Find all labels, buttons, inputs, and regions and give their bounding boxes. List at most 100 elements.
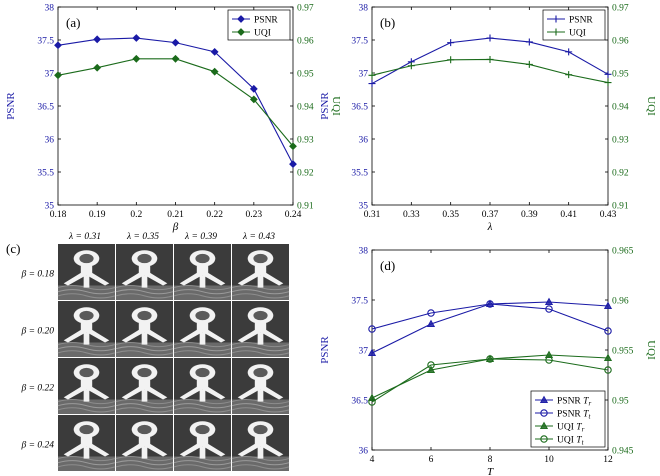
x-axis-label: β <box>172 221 179 233</box>
y-tick-label-left: 35.5 <box>37 169 54 179</box>
grid-column-label: λ = 0.43 <box>242 232 275 242</box>
legend: PSNR UQI <box>227 9 291 41</box>
data-point <box>407 62 415 70</box>
y-tick-label-left: 35.5 <box>351 169 368 179</box>
ct-slice-graphic <box>115 300 174 358</box>
data-point <box>486 355 494 363</box>
ct-slice-graphic <box>115 243 174 301</box>
data-point <box>368 325 376 333</box>
data-point <box>249 84 258 93</box>
grid-column-label: λ = 0.35 <box>126 232 159 242</box>
legend-entry: UQI <box>254 29 271 39</box>
data-point <box>545 356 553 364</box>
y-tick-label-right: 0.97 <box>612 4 629 14</box>
image-grid-panel: (c) λ = 0.31 λ = 0.35 λ = 0.39 λ = 0.43 β = 0… <box>6 232 290 472</box>
y-tick-label-right: 0.93 <box>612 136 629 146</box>
x-tick-label: 0.41 <box>560 210 577 220</box>
data-point <box>210 47 219 56</box>
data-point <box>93 35 102 44</box>
y-tick-label-left: 36.5 <box>351 103 368 113</box>
data-point <box>603 353 613 361</box>
y-tick-label-right: 0.95 <box>612 70 629 80</box>
data-point <box>544 297 554 305</box>
panel-label: (d) <box>380 258 395 273</box>
ct-slice-image <box>57 300 116 358</box>
y-tick-label-left: 37 <box>359 70 369 80</box>
y-tick-label-left: 37 <box>359 347 369 357</box>
y-axis-label-left: PSNR <box>5 92 17 120</box>
ct-slice-image <box>57 243 116 301</box>
grid-column-label: λ = 0.39 <box>184 232 217 242</box>
x-tick-label: 0.21 <box>167 210 184 220</box>
ct-slice-image <box>115 300 174 358</box>
data-point <box>289 142 297 151</box>
ct-slice-graphic <box>231 300 290 358</box>
y-tick-label-left: 37 <box>45 70 55 80</box>
x-tick-label: 0.22 <box>206 210 223 220</box>
data-point <box>368 80 376 88</box>
data-point <box>132 54 141 63</box>
x-axis-label: λ <box>487 221 493 233</box>
x-tick-label: 0.19 <box>89 210 106 220</box>
panel-label: (a) <box>66 15 80 30</box>
y-tick-label-left: 37.5 <box>351 37 368 47</box>
data-point <box>289 160 297 168</box>
x-tick-label: 0.23 <box>246 210 263 220</box>
legend-entry: PSNR Tt <box>557 410 591 421</box>
grid-row-label: β = 0.18 <box>20 270 54 280</box>
chart-panel-1: 0.18 0.19 0.2 0.21 0.22 0.23 0.24 35 35.5 36 36.5 3… <box>5 4 342 234</box>
data-point <box>545 305 553 313</box>
grid-row-label: β = 0.22 <box>20 384 54 394</box>
y-tick-label-right: 0.94 <box>612 103 629 113</box>
legend-entry: PSNR Tr <box>557 397 591 408</box>
y-tick-label-left: 36 <box>45 136 55 146</box>
x-tick-label: 0.2 <box>130 210 142 220</box>
y-tick-label-left: 36.5 <box>37 103 54 113</box>
x-tick-label: 4 <box>370 455 375 465</box>
data-point <box>54 41 62 50</box>
data-point <box>54 71 62 80</box>
data-point <box>93 63 102 72</box>
data-point <box>486 300 494 308</box>
y-tick-label-left: 35 <box>359 202 369 212</box>
data-point <box>171 54 180 63</box>
data-point <box>525 38 533 46</box>
y-tick-label-right: 0.93 <box>297 136 314 146</box>
grid-row-label: β = 0.20 <box>20 327 54 337</box>
x-tick-label: 0.24 <box>285 210 302 220</box>
data-point <box>447 39 455 47</box>
ct-slice-image <box>57 414 116 472</box>
legend-box <box>542 9 606 41</box>
x-tick-label: 0.39 <box>521 210 538 220</box>
legend: PSNR Tr PSNR Tt UQI Tr UQI Tt <box>530 390 606 448</box>
y-axis-label-right: UQI <box>645 96 657 116</box>
data-point <box>426 365 436 373</box>
x-tick-label: 8 <box>488 455 493 465</box>
data-point <box>486 34 494 42</box>
legend-marker <box>552 15 560 23</box>
y-axis-label-left: PSNR <box>319 92 331 120</box>
ct-slice-image <box>115 414 174 472</box>
y-tick-label-right: 0.965 <box>612 247 634 257</box>
ct-slice-image <box>173 357 232 415</box>
grid-row-label: β = 0.24 <box>20 441 54 451</box>
legend-marker <box>540 409 548 417</box>
data-point <box>525 60 533 68</box>
y-tick-label-left: 36 <box>359 136 369 146</box>
ct-slice-image <box>231 300 290 358</box>
ct-slice-graphic <box>57 414 116 472</box>
x-tick-label: 10 <box>544 455 554 465</box>
ct-slice-graphic <box>115 414 174 472</box>
y-tick-label-left: 36.5 <box>351 397 368 407</box>
series-line-uqi <box>57 58 294 147</box>
data-point <box>368 71 376 79</box>
y-axis-label-right: UQI <box>645 340 657 360</box>
x-tick-label: 0.43 <box>600 210 617 220</box>
x-axis-label: T <box>487 466 494 476</box>
x-tick-label: 0.37 <box>482 210 499 220</box>
data-point <box>447 56 455 64</box>
ct-slice-graphic <box>173 243 232 301</box>
y-tick-label-right: 0.94 <box>297 103 314 113</box>
x-tick-label: 0.35 <box>442 210 459 220</box>
x-tick-label: 0.31 <box>364 210 381 220</box>
